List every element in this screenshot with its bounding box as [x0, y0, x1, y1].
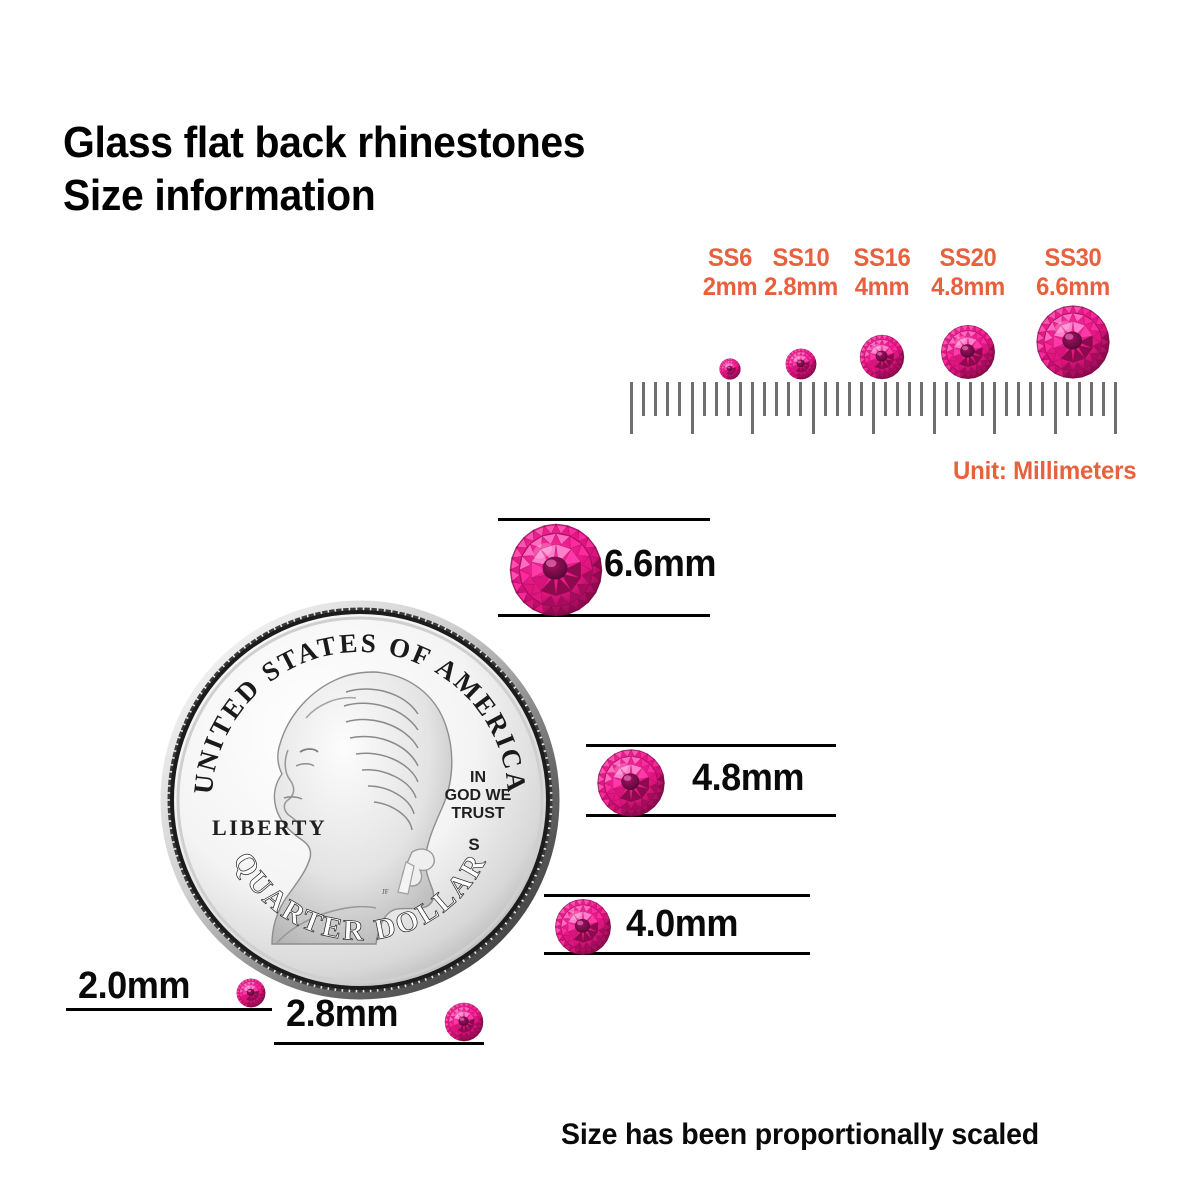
ruler-tick-minor: [702, 382, 706, 416]
ss-size-chart: SS6 2mm SS10 2.8mm SS16 4mm SS20 4.8mm SS30 6.6mm: [0, 0, 1200, 500]
measurement-rule-top: [498, 518, 710, 521]
ruler-tick-minor: [859, 382, 863, 416]
measurement-rule-bottom: [66, 1008, 272, 1011]
ruler-tick-major: [690, 382, 694, 434]
ss-mm-label: 2mm: [702, 273, 758, 301]
ruler-tick-minor: [847, 382, 851, 416]
measurement-rule-top: [544, 894, 810, 897]
measurement-label: 6.6mm: [604, 543, 717, 585]
ss-gem-ss30: [1035, 304, 1111, 380]
measurement-gem-4-0mm: [554, 898, 612, 956]
ruler-tick-minor: [944, 382, 948, 416]
ss-column-ss6: SS6 2mm: [670, 244, 790, 302]
ruler-tick-minor: [920, 382, 924, 416]
ruler-tick-minor: [884, 382, 888, 416]
measurement-label: 2.8mm: [286, 993, 399, 1035]
measurement-rule-top: [586, 744, 836, 747]
millimeter-ruler: [630, 382, 1130, 437]
ss-code-label: SS6: [707, 244, 753, 272]
ruler-tick-minor: [763, 382, 767, 416]
ruler-tick-minor: [1017, 382, 1021, 416]
ruler-tick-major: [630, 382, 633, 434]
ruler-tick-minor: [642, 382, 646, 416]
ruler-tick-minor: [654, 382, 658, 416]
ruler-tick-minor: [1065, 382, 1069, 416]
title-line-1: Glass flat back rhinestones: [63, 118, 586, 167]
ruler-tick-minor: [1101, 382, 1105, 416]
svg-text:TRUST: TRUST: [451, 805, 505, 822]
ruler-tick-minor: [714, 382, 718, 416]
ruler-tick-minor: [956, 382, 960, 416]
ruler-tick-minor: [1029, 382, 1033, 416]
ss-mm-label: 4mm: [854, 273, 910, 301]
title-line-2: Size information: [63, 171, 376, 220]
measurement-label: 2.0mm: [78, 965, 191, 1007]
ruler-tick-minor: [666, 382, 670, 416]
ss-gem-ss6: [719, 358, 741, 380]
measurement-label: 4.0mm: [626, 903, 739, 945]
ss-code-label: SS30: [1044, 244, 1102, 272]
ss-column-ss20: SS20 4.8mm: [908, 244, 1028, 302]
ruler-tick-major: [872, 382, 875, 434]
ss-code-label: SS20: [939, 244, 997, 272]
ruler-tick-minor: [968, 382, 972, 416]
svg-text:GOD WE: GOD WE: [445, 787, 512, 804]
us-quarter-coin: JF UNITED STATES OF AMERICA QUARTER DOLL…: [160, 600, 560, 1000]
ss-mm-label: 2.8mm: [764, 273, 838, 301]
ruler-tick-minor: [787, 382, 791, 416]
ruler-tick-minor: [835, 382, 839, 416]
ss-gem-ss20: [940, 324, 996, 380]
measurement-gem-2-8mm: [444, 1002, 484, 1042]
ss-mm-label: 6.6mm: [1036, 273, 1110, 301]
measurement-rule-bottom: [274, 1042, 484, 1045]
measurement-gem-4-8mm: [596, 748, 666, 818]
ruler-tick-minor: [1041, 382, 1045, 416]
ss-gem-ss10: [785, 348, 817, 380]
ruler-tick-major: [811, 382, 815, 434]
ss-column-ss16: SS16 4mm: [822, 244, 942, 302]
measurement-gem-6-6mm: [508, 522, 604, 618]
ruler-tick-minor: [678, 382, 682, 416]
svg-text:LIBERTY: LIBERTY: [212, 815, 327, 840]
ruler-tick-major: [993, 382, 996, 434]
svg-text:JF: JF: [382, 888, 389, 896]
ruler-tick-minor: [1077, 382, 1081, 416]
ruler-tick-major: [751, 382, 754, 434]
ss-column-ss30: SS30 6.6mm: [1013, 244, 1133, 302]
ss-code-label: SS10: [772, 244, 830, 272]
ruler-tick-minor: [1089, 382, 1093, 416]
ss-code-label: SS16: [853, 244, 911, 272]
ss-gem-ss16: [859, 334, 905, 380]
svg-text:IN: IN: [470, 769, 486, 786]
ruler-tick-minor: [1005, 382, 1009, 416]
ruler-tick-major: [1053, 382, 1057, 434]
measurement-rule-bottom: [586, 814, 836, 817]
ruler-tick-minor: [908, 382, 912, 416]
measurement-gem-2-0mm: [236, 978, 266, 1008]
measurement-rule-bottom: [544, 952, 810, 955]
measurement-rule-bottom: [498, 614, 710, 617]
ruler-tick-minor: [896, 382, 900, 416]
ruler-tick-major: [1114, 382, 1117, 434]
ss-mm-label: 4.8mm: [931, 273, 1005, 301]
ruler-tick-minor: [775, 382, 779, 416]
ruler-tick-minor: [980, 382, 984, 416]
svg-text:S: S: [468, 835, 479, 854]
measurement-label: 4.8mm: [692, 757, 805, 799]
unit-label: Unit: Millimeters: [953, 457, 1137, 485]
ruler-tick-minor: [726, 382, 730, 416]
ruler-tick-minor: [738, 382, 742, 416]
ruler-tick-minor: [823, 382, 827, 416]
ss-column-ss10: SS10 2.8mm: [741, 244, 861, 302]
ruler-tick-minor: [799, 382, 803, 416]
ruler-tick-major: [932, 382, 936, 434]
footnote: Size has been proportionally scaled: [561, 1118, 1039, 1151]
page-title: Glass flat back rhinestones Size informa…: [63, 116, 788, 222]
